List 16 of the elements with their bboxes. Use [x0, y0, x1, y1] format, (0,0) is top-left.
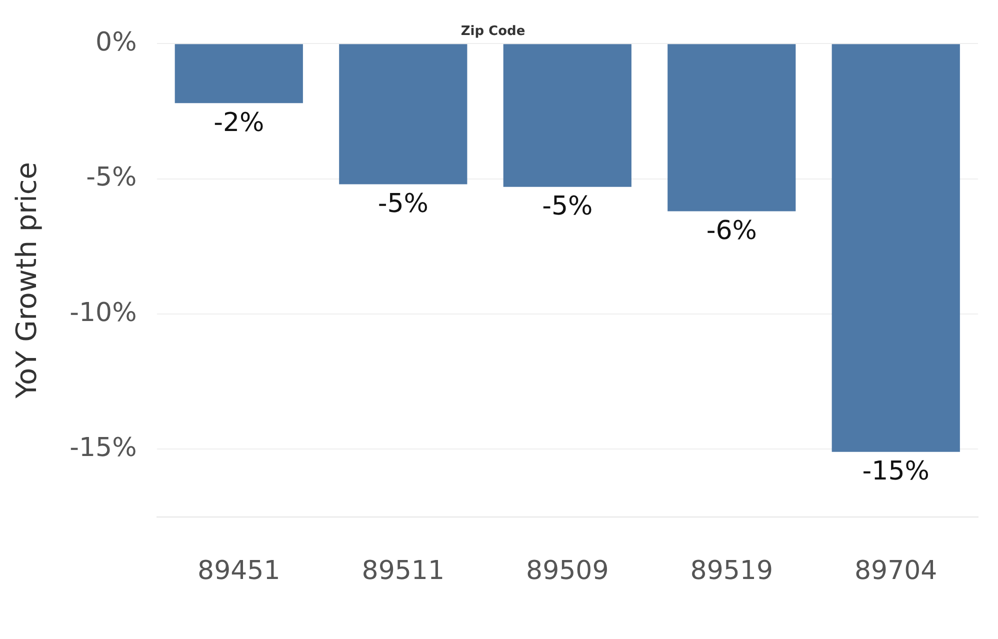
data-label: -2%	[214, 108, 264, 138]
y-tick-label: -5%	[86, 162, 137, 193]
data-label: -5%	[542, 192, 593, 222]
x-tick-label: 89511	[362, 556, 444, 586]
y-tick-label: -15%	[70, 432, 137, 463]
x-tick-label: 89519	[690, 556, 773, 586]
x-axis-title: Zip Code	[460, 24, 526, 40]
x-tick-label: 89509	[526, 556, 609, 586]
data-label: -5%	[378, 188, 428, 219]
y-axis-title: YoY Growth price	[10, 162, 44, 400]
x-tick-label: 89451	[198, 556, 280, 586]
y-tick-label: 0%	[96, 27, 137, 58]
y-tick-label: -10%	[70, 298, 137, 328]
data-label: -15%	[862, 456, 930, 487]
data-label: -6%	[706, 216, 757, 246]
x-tick-label: 89704	[854, 556, 938, 586]
